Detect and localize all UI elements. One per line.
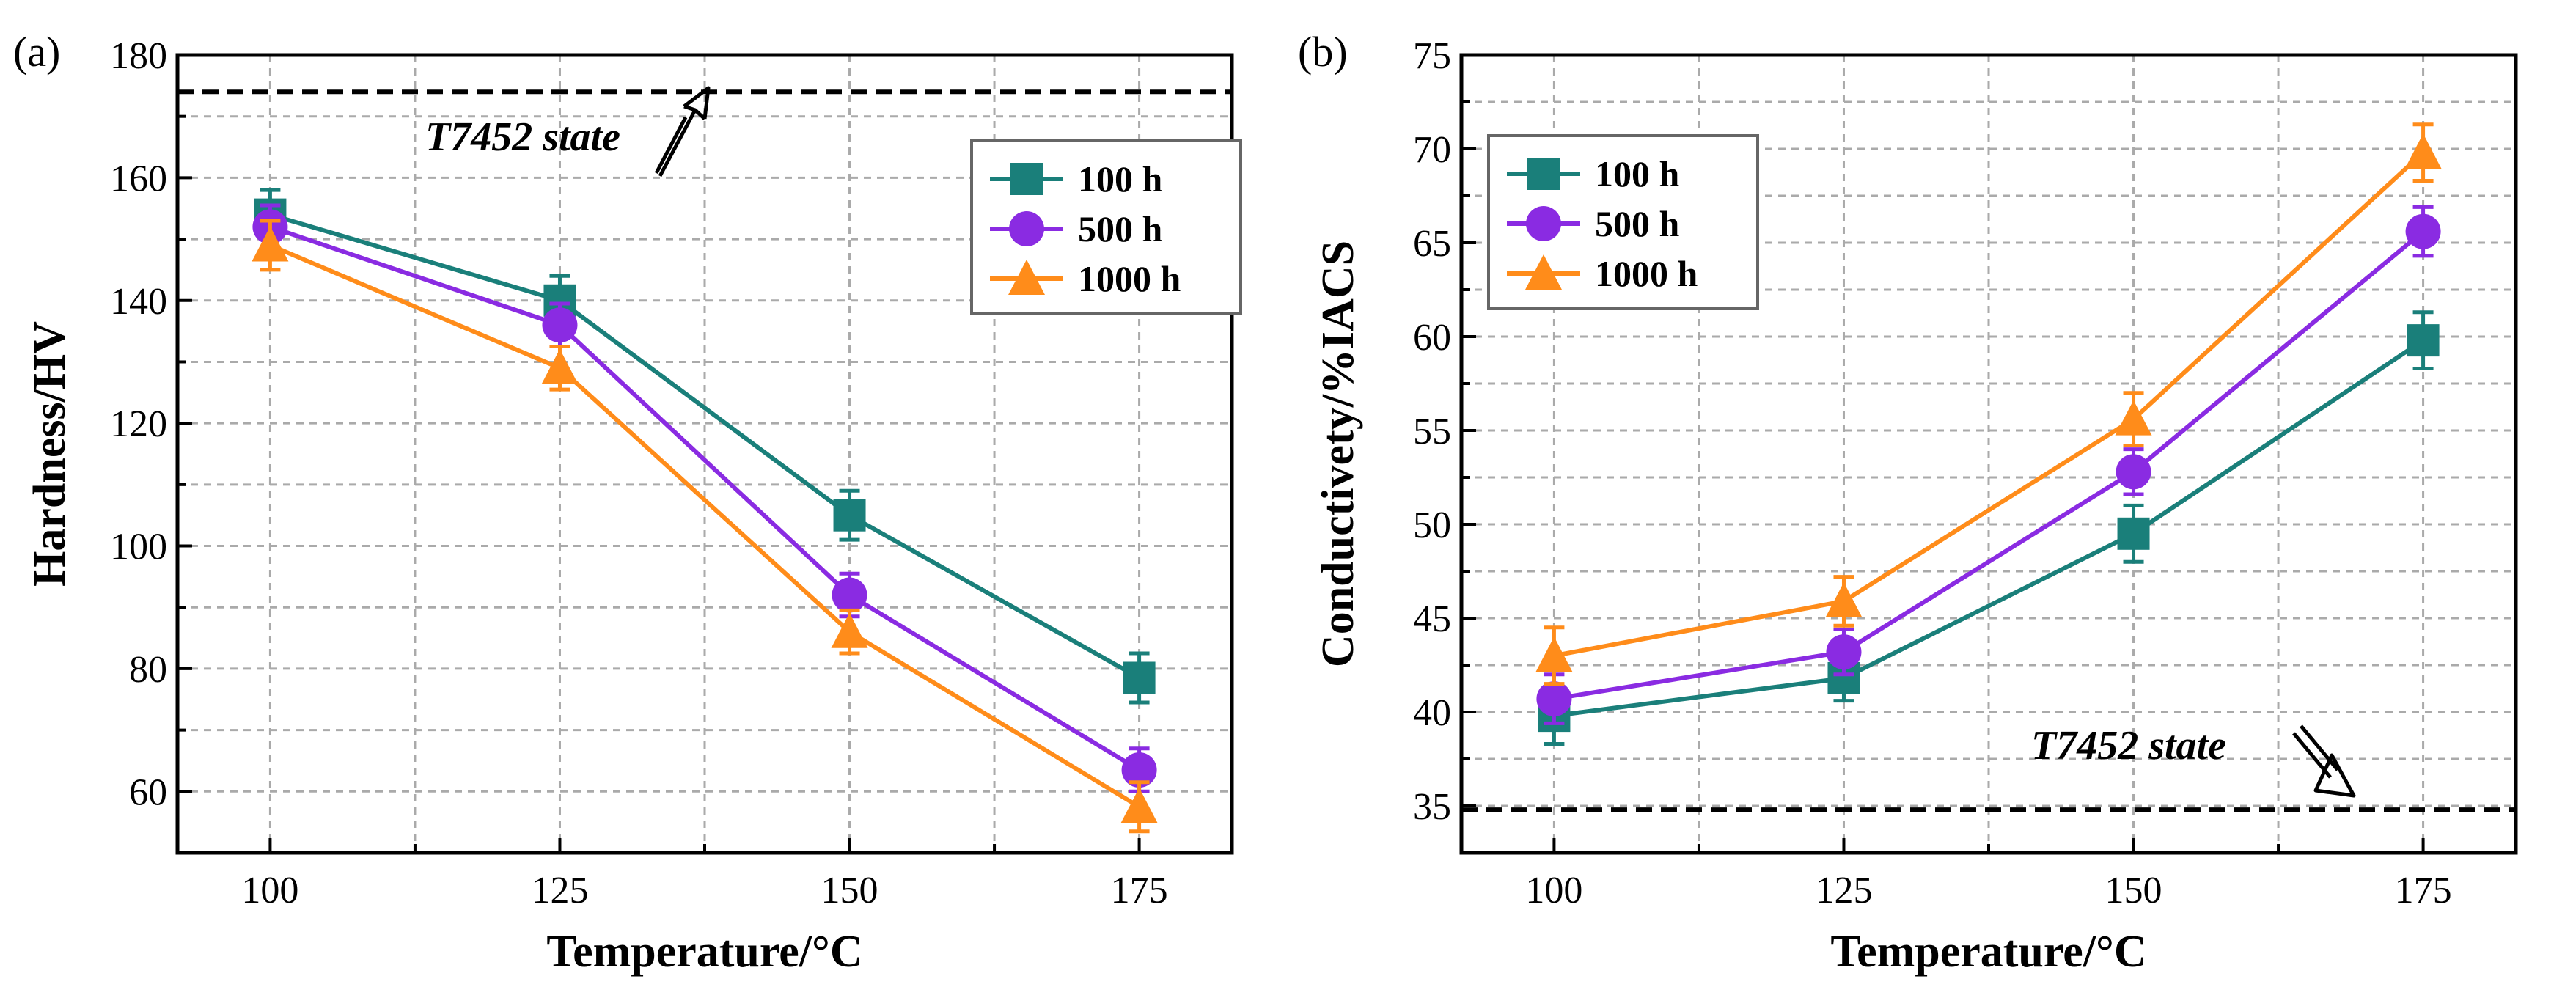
a-data-point xyxy=(831,612,868,648)
b-data-point xyxy=(2117,517,2150,550)
b-data-point xyxy=(1826,634,1862,670)
b-x-tick-label: 175 xyxy=(2395,870,2452,911)
b-series-1000h xyxy=(1535,122,2442,686)
panel-b-y-axis-title: Conductivety/%IACS xyxy=(1313,241,1363,667)
a-legend-label: 100 h xyxy=(1078,158,1163,199)
panel-b-axes: 35 40 45 50 55 60 65 70 75 100 125 150 175 xyxy=(1413,35,2452,911)
panel-a-reference-label: T7452 state xyxy=(425,114,620,160)
a-legend-marker xyxy=(1009,211,1044,246)
a-series-line xyxy=(269,243,1141,809)
a-series-line xyxy=(269,212,1141,680)
a-data-point xyxy=(542,307,578,343)
b-y-tick-label: 50 xyxy=(1413,504,1451,546)
a-x-tick-label: 100 xyxy=(241,870,298,911)
panel-a-reference: T7452 state xyxy=(177,86,1232,177)
b-y-tick-label: 40 xyxy=(1413,692,1451,734)
b-data-point xyxy=(2115,400,2152,436)
a-y-tick-label: 140 xyxy=(110,281,167,323)
b-x-tick-label: 100 xyxy=(1525,870,1582,911)
b-legend-marker xyxy=(1526,206,1561,241)
a-data-point xyxy=(1123,661,1156,694)
b-data-point xyxy=(1535,636,1573,672)
panel-a-label: (a) xyxy=(13,28,60,76)
a-series-line xyxy=(269,224,1141,772)
panel-a-legend: 100 h 500 h 1000 h xyxy=(970,139,1242,315)
panel-b-legend: 100 h 500 h 1000 h xyxy=(1487,134,1759,310)
b-y-tick-label: 35 xyxy=(1413,786,1451,828)
a-data-point xyxy=(252,226,289,262)
b-y-tick-label: 60 xyxy=(1413,317,1451,359)
b-series-line xyxy=(1553,150,2425,658)
b-y-tick-label: 75 xyxy=(1413,35,1451,77)
b-series-line xyxy=(1553,230,2425,702)
b-data-point xyxy=(1536,681,1572,717)
b-data-point xyxy=(2404,133,2442,169)
b-y-tick-label: 65 xyxy=(1413,223,1451,265)
panel-a-series xyxy=(252,188,1158,834)
b-legend-label: 1000 h xyxy=(1595,253,1698,294)
a-y-tick-label: 180 xyxy=(110,35,167,77)
panel-a-axes: 60 80 100 120 140 160 180 100 125 150 175 xyxy=(110,35,1168,911)
panel-b-reference: T7452 state xyxy=(1461,723,2516,812)
a-x-tick-label: 175 xyxy=(1111,870,1168,911)
b-y-tick-label: 45 xyxy=(1413,598,1451,640)
b-x-tick-label: 125 xyxy=(1815,870,1872,911)
panel-b-series xyxy=(1535,122,2442,746)
b-series-500h xyxy=(1536,205,2441,725)
a-data-point xyxy=(541,348,579,384)
b-data-point xyxy=(1825,581,1863,617)
panel-b-reference-label: T7452 state xyxy=(2031,723,2226,768)
a-x-tick-label: 150 xyxy=(821,870,878,911)
a-y-tick-label: 80 xyxy=(129,649,167,691)
panel-a-reference-arrow xyxy=(654,86,711,177)
b-data-point xyxy=(2405,213,2441,249)
panel-b-label: (b) xyxy=(1298,28,1348,76)
b-legend-label: 100 h xyxy=(1595,153,1680,194)
a-x-tick-label: 125 xyxy=(531,870,588,911)
a-legend-marker xyxy=(1010,163,1043,195)
b-legend-label: 500 h xyxy=(1595,203,1680,244)
b-data-point xyxy=(2407,324,2440,357)
a-legend-marker xyxy=(1008,260,1045,295)
b-data-point xyxy=(2116,454,2151,490)
a-y-tick-label: 120 xyxy=(110,403,167,445)
a-data-point xyxy=(1121,752,1157,788)
a-y-tick-label: 100 xyxy=(110,526,167,568)
a-data-point xyxy=(833,499,866,532)
a-y-tick-label: 160 xyxy=(110,158,167,199)
b-y-tick-label: 55 xyxy=(1413,411,1451,452)
panel-b-reference-arrow xyxy=(2292,724,2356,798)
a-legend-label: 1000 h xyxy=(1078,258,1181,299)
a-data-point xyxy=(1120,788,1158,823)
b-legend-marker xyxy=(1525,254,1562,290)
b-series-line xyxy=(1554,338,2425,719)
b-legend-marker xyxy=(1527,158,1560,190)
a-data-point xyxy=(832,577,867,613)
a-series-1000h xyxy=(252,219,1158,834)
panel-a-y-axis-title: Hardness/HV xyxy=(25,321,75,587)
a-y-tick-label: 60 xyxy=(129,771,167,813)
b-y-tick-label: 70 xyxy=(1413,129,1451,171)
panel-a-x-axis-title: Temperature/°C xyxy=(546,927,862,977)
panel-a-hardness-chart: (a) T7452 state 60 80 100 120 140 160 180 100 12… xyxy=(13,28,1242,977)
panel-b-x-axis-title: Temperature/°C xyxy=(1830,927,2146,977)
a-legend-label: 500 h xyxy=(1078,208,1163,249)
panel-b-conductivity-chart: (b) T7452 state 35 40 45 50 55 60 65 70 75 100 125… xyxy=(1298,28,2518,977)
b-x-tick-label: 150 xyxy=(2105,870,2162,911)
